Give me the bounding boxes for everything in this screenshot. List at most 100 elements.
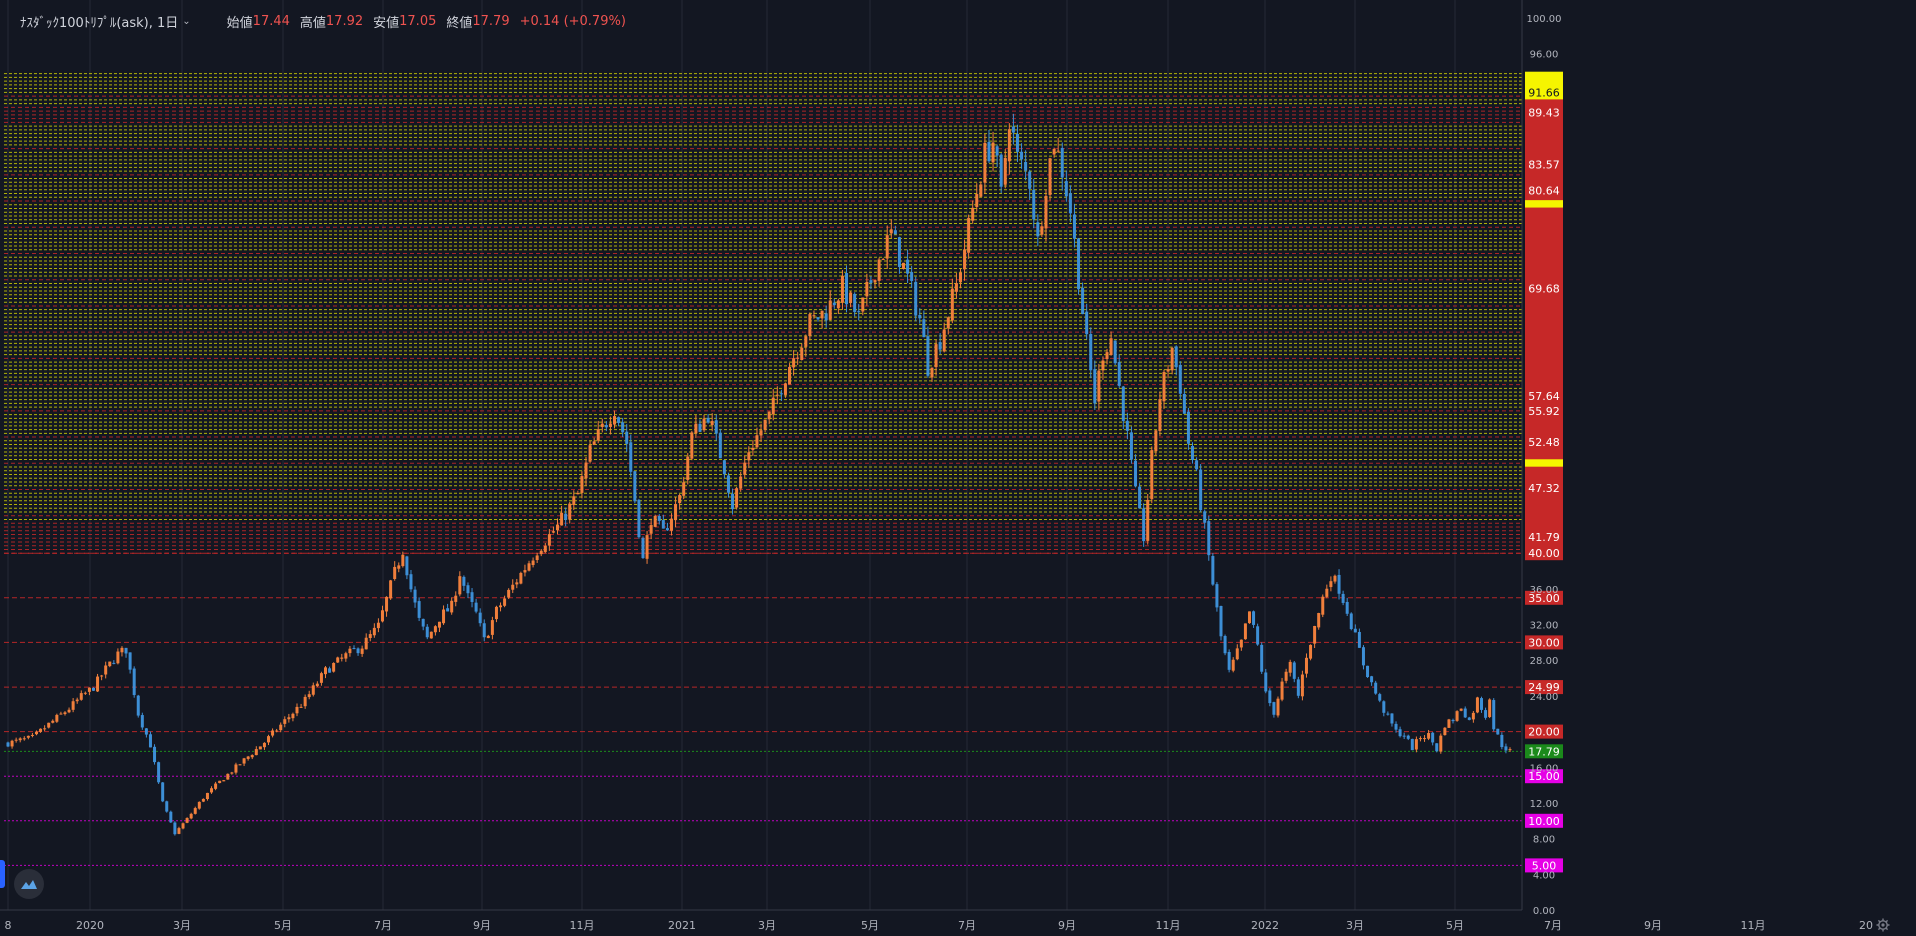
candle-body (893, 230, 897, 235)
candle-body (568, 503, 572, 520)
candle-body (311, 685, 315, 695)
gear-icon[interactable] (1876, 918, 1890, 932)
candle-body (1085, 311, 1089, 335)
candle-body (433, 626, 437, 633)
level-badge (1525, 546, 1563, 561)
candle-body (527, 563, 531, 571)
candle-body (665, 528, 669, 531)
candle-body (739, 476, 743, 489)
candle-body (1121, 386, 1125, 422)
candle-body (747, 452, 751, 461)
candle-body (523, 570, 527, 573)
candle-body (210, 788, 214, 793)
candle-body (474, 602, 478, 612)
candle-body (83, 692, 87, 694)
candle-body (1247, 611, 1251, 624)
candle-body (332, 663, 336, 672)
candle-body (1138, 486, 1142, 509)
candle-body (910, 272, 914, 281)
candle-body (763, 419, 767, 430)
candle-body (1390, 713, 1394, 724)
candle-body (1113, 340, 1117, 364)
candle-body (657, 516, 661, 521)
y-tick-label: 24.00 (1530, 692, 1559, 703)
candle-body (1374, 682, 1378, 694)
scroll-indicator[interactable] (0, 860, 5, 888)
x-tick-label: 7月 (374, 919, 392, 932)
candle-body (963, 249, 967, 270)
zone-level-label: 57.64 (1528, 390, 1560, 403)
candle-body (999, 154, 1003, 187)
candle-body (372, 627, 376, 636)
candle-body (230, 772, 234, 774)
candle-body (1191, 445, 1195, 461)
candle-body (39, 728, 43, 732)
candle-body (889, 229, 893, 234)
candle-body (55, 714, 59, 722)
candle-body (165, 801, 169, 812)
y-tick-label: 36.00 (1530, 585, 1559, 596)
level-badge (1525, 858, 1563, 873)
tradingview-logo-icon[interactable] (14, 869, 44, 899)
candle-body (437, 621, 441, 628)
candle-body (238, 764, 242, 766)
zone-level-label: 55.92 (1528, 405, 1560, 418)
candle-body (291, 713, 295, 719)
time-axis[interactable]: 8 2020 3月 5月 7月 9月 11月 2021 3月 5月 7月 9月 11月 2022 3月 5月 7… (0, 909, 1873, 932)
candle-body (861, 297, 865, 312)
chevron-down-icon[interactable]: ⌄ (182, 15, 191, 27)
candle-body (637, 499, 641, 538)
candle-body (1243, 623, 1247, 640)
price-axis[interactable]: 91.66 89.43 83.57 80.64 69.68 57.64 55.92 52.48… (1521, 0, 1916, 936)
candle-body (344, 653, 348, 659)
candle-body (1040, 226, 1044, 235)
candle-body (1414, 739, 1418, 750)
candle-body (1451, 719, 1455, 722)
candle-body (1142, 508, 1146, 542)
candle-body (1227, 651, 1231, 670)
candle-body (1064, 181, 1068, 197)
y-tick-label: 4.00 (1533, 870, 1555, 881)
x-tick-label: 8 (5, 919, 12, 932)
candle-body (934, 344, 938, 368)
candle-body (779, 393, 783, 395)
candle-body (246, 756, 250, 759)
candle-body (592, 441, 596, 445)
candle-body (51, 720, 55, 723)
candle-body (323, 667, 327, 675)
candle-body (820, 310, 824, 319)
candle-body (405, 556, 409, 576)
candle-body (120, 647, 124, 653)
candle-body (1166, 369, 1170, 372)
candle-body (30, 734, 34, 736)
candle-body (625, 431, 629, 444)
candle-body (1439, 735, 1443, 752)
candle-body (1268, 690, 1272, 704)
key-level-label: 5.00 (1532, 859, 1557, 872)
high-label: 高値 (299, 15, 326, 31)
candle-body (1325, 588, 1329, 597)
symbol-title[interactable]: ﾅｽﾀﾞｯｸ100ﾄﾘﾌﾟﾙ(ask), 1日 (20, 15, 179, 31)
candle-body (1504, 746, 1508, 751)
level-badge (1525, 635, 1563, 650)
candle-body (983, 142, 987, 183)
candle-body (1158, 399, 1162, 431)
candle-body (1370, 676, 1374, 683)
candle-body (442, 609, 446, 624)
current-price-label: 17.79 (1528, 745, 1560, 758)
candle-body (669, 518, 673, 531)
x-tick-label: 3月 (173, 919, 191, 932)
candle-body (356, 648, 360, 654)
candle-body (1044, 195, 1048, 229)
candle-body (902, 262, 906, 270)
candle-body (853, 293, 857, 313)
candle-body (600, 423, 604, 427)
candle-body (1313, 625, 1317, 644)
candle-body (1435, 743, 1439, 752)
x-tick-label: 11月 (1741, 919, 1766, 932)
candle-body (429, 631, 433, 639)
key-level-lines (4, 552, 1522, 866)
candle-body (1492, 700, 1496, 730)
candle-body (6, 742, 10, 747)
